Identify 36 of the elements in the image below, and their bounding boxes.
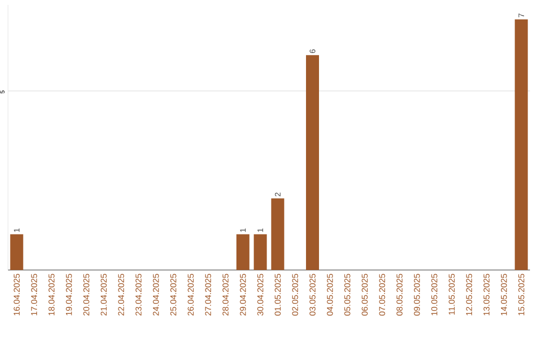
x-tick-label: 04.05.2025 xyxy=(326,274,333,316)
x-tick-label: 13.05.2025 xyxy=(484,274,490,316)
x-tick-label: 22.04.2025 xyxy=(118,274,124,316)
x-tick-label: 02.05.2025 xyxy=(292,274,298,316)
x-tick-label: 12.05.2025 xyxy=(466,274,472,316)
bar xyxy=(271,198,284,270)
x-tick-label: 26.04.2025 xyxy=(188,274,194,316)
x-tick-label: 18.04.2025 xyxy=(48,274,54,316)
x-tick-label: 17.04.2025 xyxy=(31,274,38,316)
bar xyxy=(254,234,267,270)
x-tick-label: 29.04.2025 xyxy=(240,274,246,316)
x-tick-label: 27.04.2025 xyxy=(205,274,212,316)
x-tick-label: 01.05.2025 xyxy=(274,274,281,316)
x-tick-label: 06.05.2025 xyxy=(362,274,368,316)
bar xyxy=(10,234,24,270)
x-tick-label: 16.04.2025 xyxy=(14,274,20,316)
bar xyxy=(514,19,528,270)
x-tick-label: 24.04.2025 xyxy=(152,274,159,316)
x-tick-label: 05.05.2025 xyxy=(344,274,350,316)
x-tick-label: 30.04.2025 xyxy=(257,274,264,316)
x-tick-label: 07.05.2025 xyxy=(379,274,386,316)
x-tick-label: 14.05.2025 xyxy=(500,274,507,316)
x-tick-label: 03.05.2025 xyxy=(310,274,316,316)
x-tick-label: 11.05.2025 xyxy=(448,274,455,315)
bar xyxy=(306,55,320,270)
x-tick-label: 20.04.2025 xyxy=(83,274,90,316)
x-tick-label: 10.05.2025 xyxy=(431,274,438,316)
bar xyxy=(236,234,250,270)
x-tick-label: 08.05.2025 xyxy=(396,274,402,316)
x-tick-label: 15.05.2025 xyxy=(518,274,524,316)
x-tick-label: 25.04.2025 xyxy=(170,274,176,316)
x-tick-label: 09.05.2025 xyxy=(414,274,420,316)
x-tick-label: 28.04.2025 xyxy=(222,274,228,316)
x-tick-label: 23.04.2025 xyxy=(136,274,142,316)
x-tick-label: 21.04.2025 xyxy=(100,274,107,316)
x-tick-label: 19.04.2025 xyxy=(66,274,72,316)
